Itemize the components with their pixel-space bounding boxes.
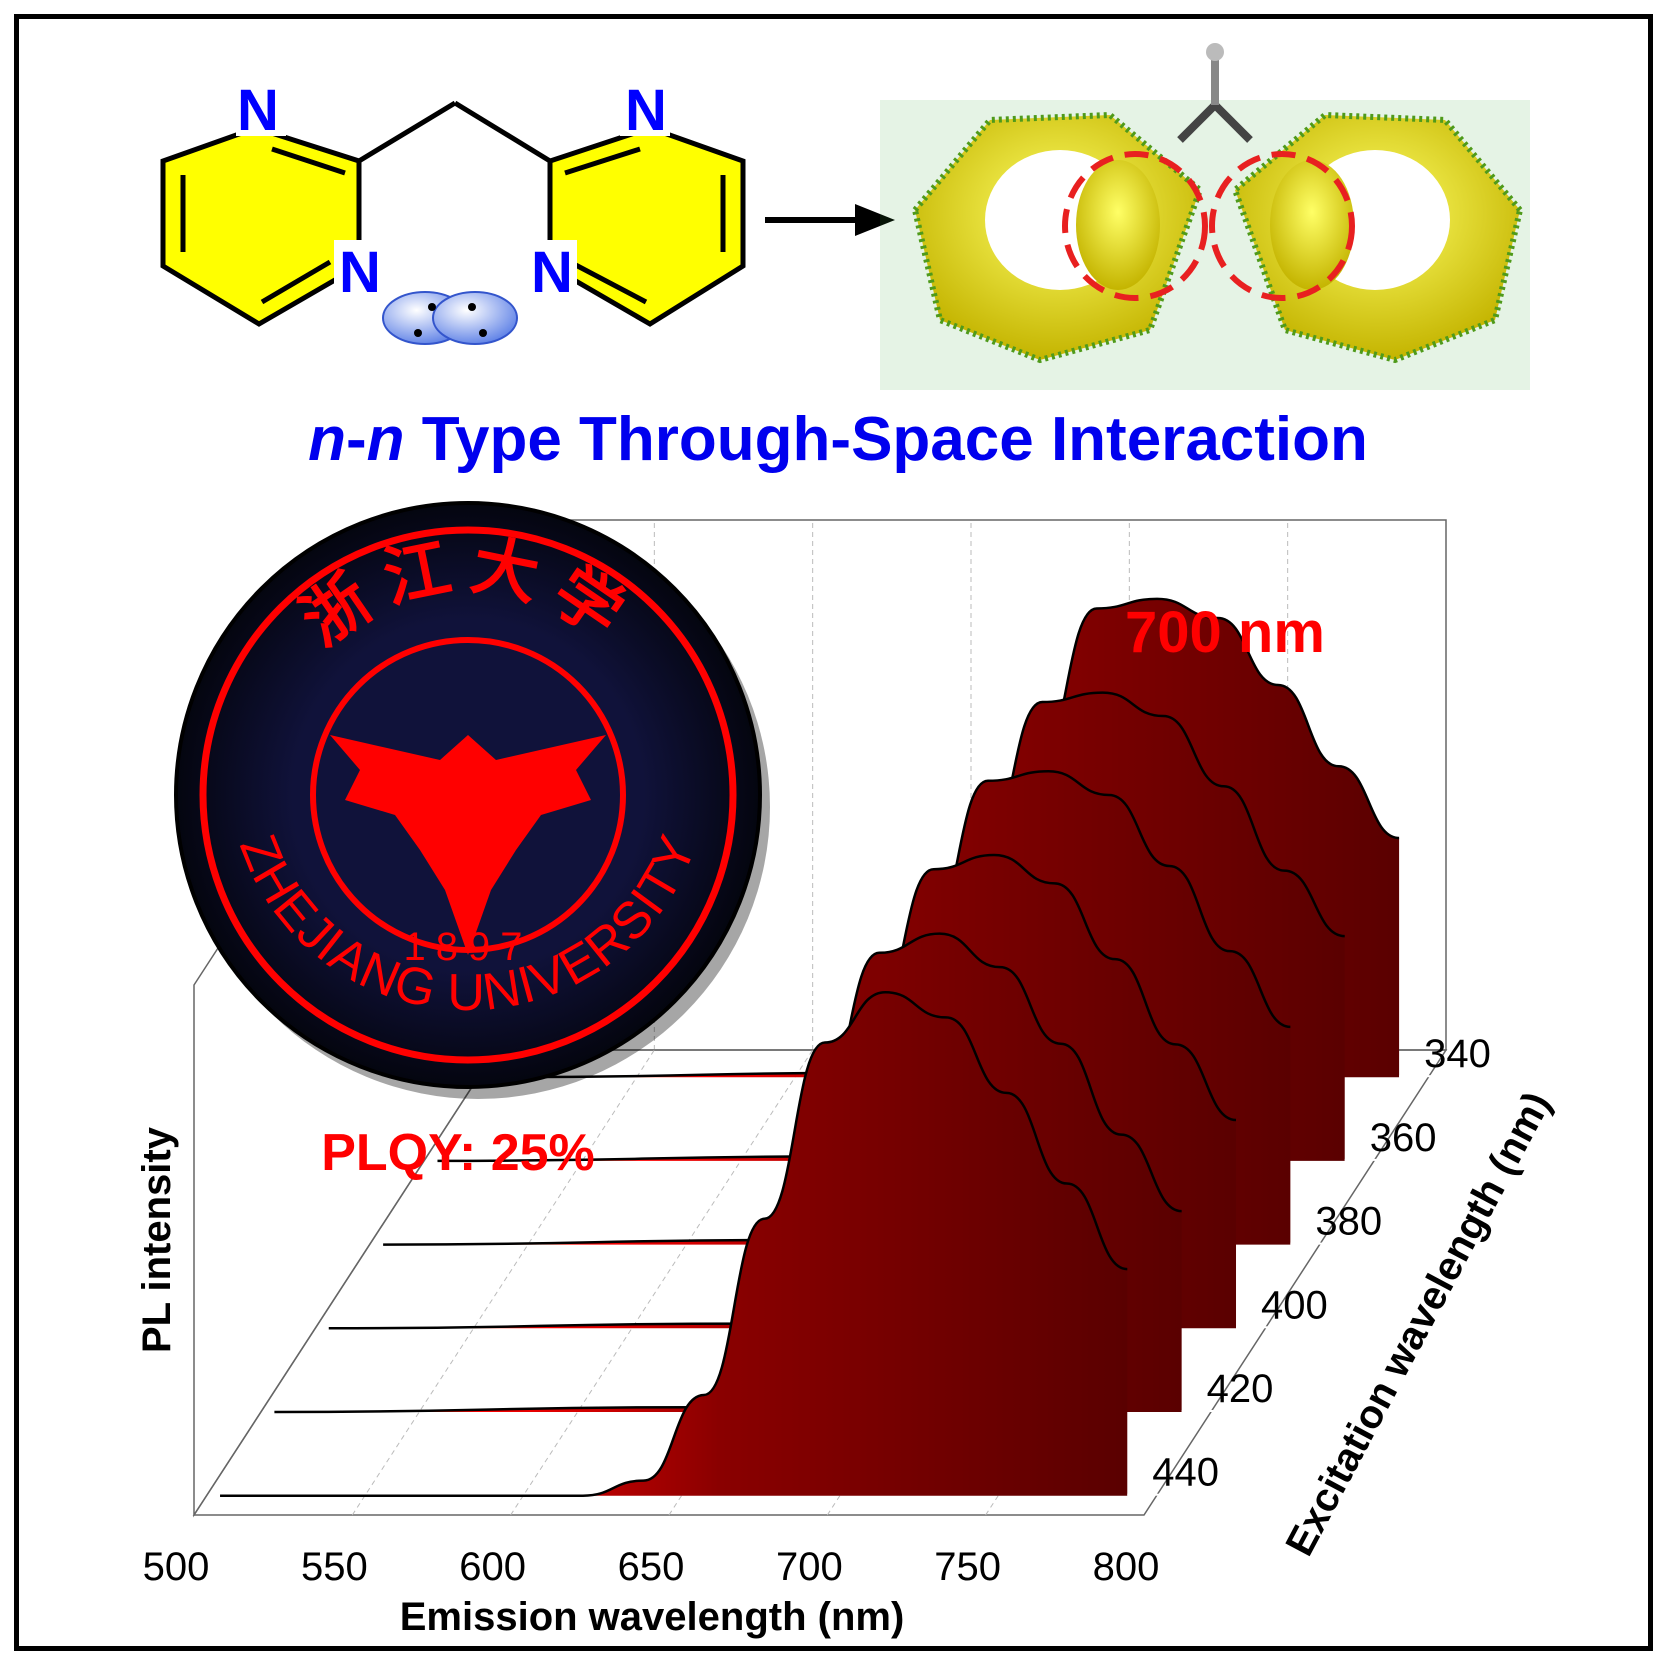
pl-curve-base bbox=[1127, 1493, 1178, 1496]
z-tick-label: 380 bbox=[1315, 1200, 1382, 1244]
atom-label-n2: N bbox=[625, 78, 667, 143]
z-tick-label: 400 bbox=[1261, 1283, 1328, 1327]
x-tick-label: 500 bbox=[143, 1545, 210, 1589]
right-ring bbox=[547, 125, 746, 327]
x-tick-label: 650 bbox=[618, 1545, 685, 1589]
x-tick-label: 600 bbox=[459, 1545, 526, 1589]
left-ring bbox=[160, 125, 362, 327]
z-tick-labels: 340 360 380 400 420 440 bbox=[1152, 1032, 1491, 1495]
pl-curves bbox=[220, 597, 1450, 1497]
x-tick-label: 750 bbox=[934, 1545, 1001, 1589]
headline-dash: - bbox=[346, 405, 367, 474]
peak-annotation: 700 nm bbox=[1125, 600, 1325, 665]
pl-curve-base bbox=[1399, 1075, 1450, 1078]
z-tick-label: 420 bbox=[1207, 1367, 1274, 1411]
figure-frame bbox=[14, 14, 1653, 1651]
z-tick-label: 440 bbox=[1152, 1451, 1219, 1495]
molecule-structure: N N N N bbox=[160, 78, 746, 345]
logo-year: 1897 bbox=[404, 925, 533, 969]
floor-grid-line bbox=[510, 1049, 814, 1516]
pl-curve-base bbox=[1236, 1326, 1287, 1329]
reaction-arrow bbox=[765, 204, 895, 236]
x-tick-label: 550 bbox=[301, 1545, 368, 1589]
headline-italic-n2: n bbox=[367, 405, 405, 474]
pl-curve-fill bbox=[220, 992, 1128, 1496]
y-axis-label: PL intensity bbox=[135, 1126, 179, 1353]
atom-label-n4: N bbox=[531, 240, 573, 305]
atom-label-n3: N bbox=[339, 240, 381, 305]
floor-grid-line bbox=[351, 1049, 655, 1516]
headline-italic-n1: n bbox=[308, 405, 346, 474]
pl-curve-base bbox=[1181, 1410, 1232, 1412]
headline-rest: Type Through-Space Interaction bbox=[405, 405, 1368, 474]
pl-curve-base bbox=[1290, 1242, 1341, 1245]
z-tick-label: 340 bbox=[1424, 1032, 1491, 1076]
university-logo: 浙江大学 ZHEJIANG UNIVERSITY 1897 bbox=[174, 501, 770, 1099]
atom-label-n1: N bbox=[237, 78, 279, 143]
x-tick-label: 800 bbox=[1093, 1545, 1160, 1589]
phoenix-emblem bbox=[330, 735, 606, 955]
headline: n-n Type Through-Space Interaction bbox=[308, 405, 1368, 474]
lone-pair-orbitals bbox=[382, 291, 518, 345]
z-tick-label: 360 bbox=[1370, 1116, 1437, 1160]
pl-curve-line bbox=[220, 990, 1128, 1497]
isosurface-illustration bbox=[880, 43, 1530, 390]
x-tick-labels: 500 550 600 650 700 750 800 bbox=[143, 1545, 1160, 1589]
x-axis-label: Emission wavelength (nm) bbox=[400, 1595, 905, 1639]
x-tick-label: 700 bbox=[776, 1545, 843, 1589]
plqy-annotation: PLQY: 25% bbox=[321, 1124, 595, 1182]
pl-curve-base bbox=[1344, 1158, 1395, 1161]
